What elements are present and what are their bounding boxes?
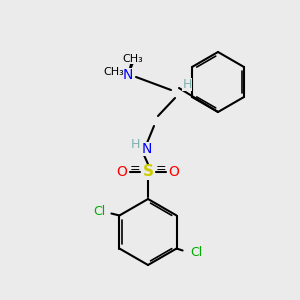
- Text: CH₃: CH₃: [123, 54, 143, 64]
- Text: S: S: [142, 164, 154, 179]
- Text: O: O: [117, 165, 128, 179]
- Text: =: =: [156, 163, 166, 176]
- Text: O: O: [169, 165, 179, 179]
- Text: Cl: Cl: [190, 246, 203, 259]
- Text: CH₃: CH₃: [103, 67, 124, 77]
- Text: H: H: [182, 77, 192, 91]
- Text: N: N: [123, 68, 133, 82]
- Text: Cl: Cl: [93, 205, 106, 218]
- Text: N: N: [142, 142, 152, 156]
- Text: =: =: [130, 163, 140, 176]
- Text: H: H: [130, 139, 140, 152]
